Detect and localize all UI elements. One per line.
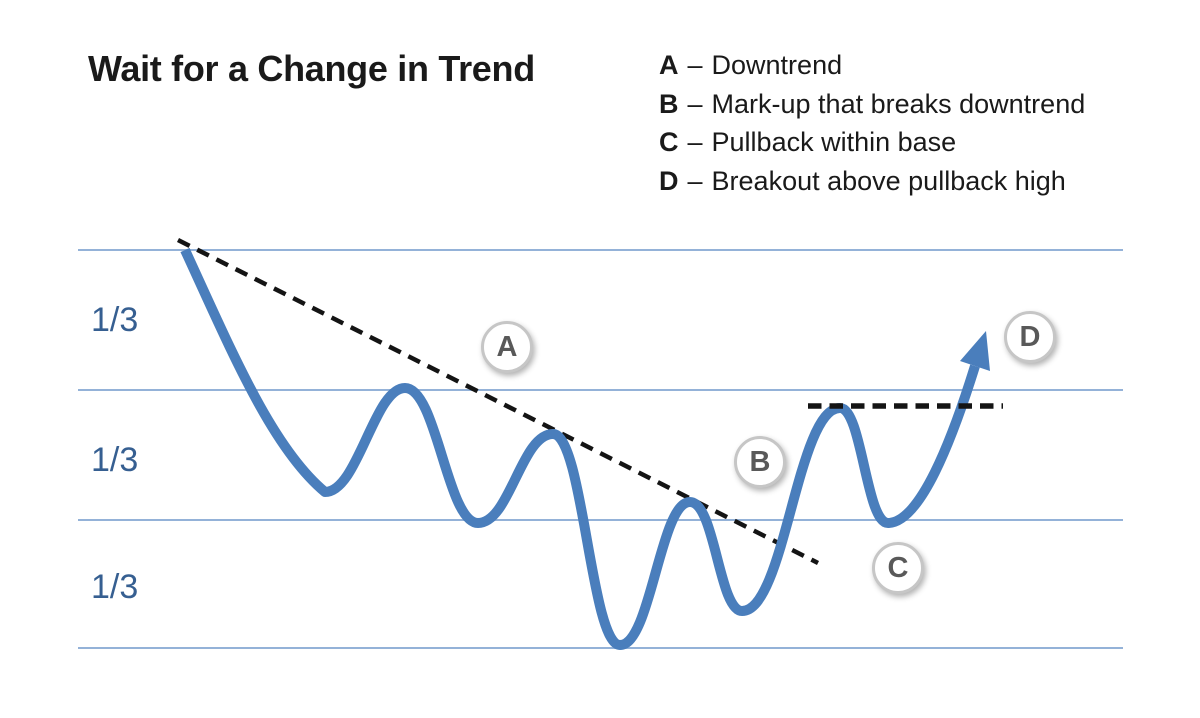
marker-letter: B [749,445,771,478]
marker-letter: C [887,551,909,584]
legend-description: Pullback within base [711,127,957,157]
legend-letter: C [659,127,679,157]
legend-description: Mark-up that breaks downtrend [711,88,1086,119]
legend-description: Breakout above pullback high [711,165,1066,196]
fraction-label: 1/3 [91,301,139,339]
legend-item-d: D – Breakout above pullback high [659,162,1085,201]
legend-letter: A [659,50,679,80]
fraction-label: 1/3 [91,441,139,479]
legend-separator: – [687,165,703,196]
price-curve [180,247,980,650]
marker-c: C [872,542,924,594]
legend-item-a: A – Downtrend [659,46,1085,85]
legend: A – Downtrend B – Mark-up that breaks do… [659,46,1085,200]
legend-description: Downtrend [711,50,843,80]
marker-letter: D [1019,320,1041,353]
marker-a: A [481,321,533,373]
downtrend-line [176,237,820,566]
legend-separator: – [687,50,703,80]
arrow-head [960,331,990,371]
legend-item-c: C – Pullback within base [659,123,1085,162]
marker-d: D [1004,311,1056,363]
fraction-label: 1/3 [91,568,139,606]
legend-letter: B [659,88,679,119]
marker-b: B [734,436,786,488]
marker-letter: A [496,330,518,363]
legend-separator: – [687,127,703,157]
slide-title: Wait for a Change in Trend [88,48,535,89]
legend-item-b: B – Mark-up that breaks downtrend [659,85,1085,124]
legend-separator: – [687,88,703,119]
legend-letter: D [659,165,679,196]
